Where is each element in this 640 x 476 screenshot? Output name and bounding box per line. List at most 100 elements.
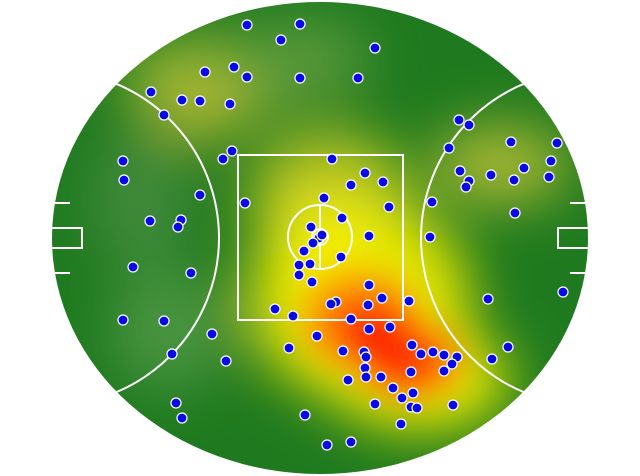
touch-point xyxy=(411,402,423,414)
touch-point xyxy=(241,19,253,31)
touch-point xyxy=(307,237,319,249)
touch-point xyxy=(424,231,436,243)
touch-point xyxy=(275,34,287,46)
touch-point xyxy=(298,245,310,257)
touch-point xyxy=(345,313,357,325)
touch-point xyxy=(426,196,438,208)
touch-point xyxy=(545,155,557,167)
touch-point xyxy=(443,142,455,154)
touch-point xyxy=(377,176,389,188)
touch-point xyxy=(447,399,459,411)
touch-point xyxy=(362,299,374,311)
touch-point xyxy=(384,321,396,333)
touch-point xyxy=(239,197,251,209)
touch-point xyxy=(543,171,555,183)
left-arc xyxy=(52,70,220,406)
touch-point xyxy=(363,279,375,291)
touch-point xyxy=(427,346,439,358)
centre-square xyxy=(237,154,404,321)
touch-point xyxy=(321,439,333,451)
touch-point xyxy=(226,145,238,157)
touch-point xyxy=(486,353,498,365)
touch-point xyxy=(360,351,372,363)
right-arc xyxy=(420,70,588,406)
touch-point xyxy=(293,269,305,281)
touch-point xyxy=(454,165,466,177)
right-goal-square xyxy=(557,227,588,249)
touch-point xyxy=(505,136,517,148)
touch-point xyxy=(369,42,381,54)
touch-point xyxy=(375,371,387,383)
touch-point xyxy=(345,179,357,191)
touch-point xyxy=(352,72,364,84)
touch-point xyxy=(217,153,229,165)
touch-point xyxy=(446,358,458,370)
touch-point xyxy=(145,86,157,98)
touch-point xyxy=(117,314,129,326)
touch-point xyxy=(396,392,408,404)
touch-point xyxy=(383,201,395,213)
touch-point xyxy=(117,155,129,167)
touch-point xyxy=(299,409,311,421)
touch-point xyxy=(326,153,338,165)
touch-point xyxy=(172,221,184,233)
touch-point xyxy=(387,382,399,394)
field-markings xyxy=(52,70,588,406)
touch-point xyxy=(293,259,305,271)
touch-point xyxy=(363,230,375,242)
touch-point xyxy=(158,109,170,121)
touch-point xyxy=(194,95,206,107)
touch-point xyxy=(316,229,328,241)
touch-point xyxy=(118,174,130,186)
touch-point xyxy=(241,71,253,83)
touch-point xyxy=(403,295,415,307)
touch-point xyxy=(406,339,418,351)
touch-point xyxy=(360,371,372,383)
touch-point xyxy=(318,192,330,204)
touch-point xyxy=(306,276,318,288)
touch-point xyxy=(144,215,156,227)
touch-point xyxy=(228,61,240,73)
touch-point xyxy=(463,119,475,131)
touch-point xyxy=(438,349,450,361)
touch-point xyxy=(407,387,419,399)
touch-point xyxy=(342,374,354,386)
left-goal-square xyxy=(52,227,83,249)
touch-point xyxy=(502,341,514,353)
touch-point xyxy=(508,174,520,186)
touch-point xyxy=(206,328,218,340)
touch-point xyxy=(336,212,348,224)
touch-point xyxy=(199,66,211,78)
touch-point xyxy=(509,207,521,219)
touch-point xyxy=(438,365,450,377)
touch-point xyxy=(337,345,349,357)
touch-point xyxy=(376,292,388,304)
touch-point xyxy=(518,162,530,174)
touch-point xyxy=(460,181,472,193)
touch-point xyxy=(485,169,497,181)
touch-point xyxy=(127,261,139,273)
touch-point xyxy=(551,137,563,149)
touch-point xyxy=(305,221,317,233)
touch-point xyxy=(482,293,494,305)
touch-point xyxy=(194,189,206,201)
touch-point xyxy=(220,355,232,367)
touch-point xyxy=(311,330,323,342)
touch-point xyxy=(166,348,178,360)
touch-point xyxy=(325,298,337,310)
touch-point xyxy=(415,348,427,360)
touch-point xyxy=(557,286,569,298)
touch-point xyxy=(335,251,347,263)
touch-point xyxy=(453,114,465,126)
touch-point xyxy=(170,397,182,409)
touch-point xyxy=(176,94,188,106)
touch-point xyxy=(395,418,407,430)
touch-point xyxy=(176,412,188,424)
touch-point xyxy=(283,342,295,354)
touch-point xyxy=(369,398,381,410)
touch-point xyxy=(287,310,299,322)
touch-point xyxy=(405,366,417,378)
touch-point xyxy=(363,323,375,335)
